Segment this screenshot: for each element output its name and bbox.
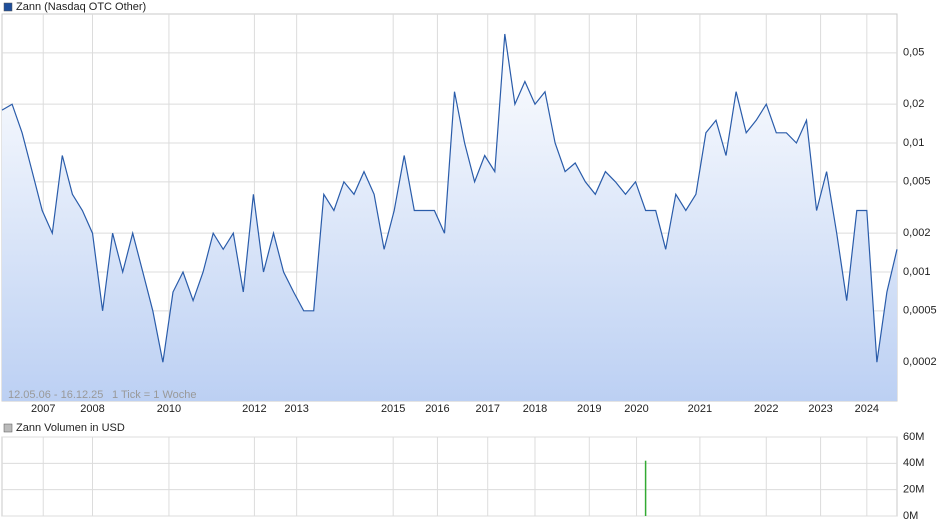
y-tick-label: 20M [903, 484, 924, 496]
x-tick-label: 2017 [475, 403, 499, 415]
y-tick-label: 0,0002 [903, 356, 937, 368]
y-tick-label: 0,005 [903, 176, 931, 188]
legend-label: Zann Volumen in USD [16, 422, 125, 434]
y-tick-label: 40M [903, 457, 924, 469]
x-tick-label: 2013 [284, 403, 308, 415]
price-line [1, 33, 898, 363]
x-tick-label: 2018 [523, 403, 547, 415]
x-tick-label: 2007 [31, 403, 55, 415]
y-tick-label: 0,02 [903, 98, 924, 110]
x-tick-label: 2024 [855, 403, 879, 415]
area [2, 34, 897, 401]
y-tick-label: 0M [903, 510, 918, 522]
y-tick-label: 0,001 [903, 266, 931, 278]
x-tick-label: 2008 [80, 403, 104, 415]
y-tick-label: 0,05 [903, 47, 924, 59]
legend-swatch [3, 423, 13, 433]
x-tick-label: 2010 [157, 403, 181, 415]
x-tick-label: 2012 [242, 403, 266, 415]
volume-bar [644, 460, 647, 516]
x-tick-label: 2019 [577, 403, 601, 415]
x-tick-label: 2021 [688, 403, 712, 415]
x-tick-label: 2016 [425, 403, 449, 415]
legend-label: Zann (Nasdaq OTC Other) [16, 1, 146, 13]
legend-swatch [3, 2, 13, 12]
y-tick-label: 0,01 [903, 137, 924, 149]
annotation: 1 Tick = 1 Woche [112, 389, 196, 401]
x-tick-label: 2022 [754, 403, 778, 415]
y-tick-label: 0,002 [903, 227, 931, 239]
x-tick-label: 2020 [624, 403, 648, 415]
annotation: 12.05.06 - 16.12.25 [8, 389, 103, 401]
plot-frame [1, 436, 898, 517]
x-tick-label: 2023 [808, 403, 832, 415]
x-tick-label: 2015 [381, 403, 405, 415]
y-tick-label: 0,0005 [903, 305, 937, 317]
y-tick-label: 60M [903, 431, 924, 443]
